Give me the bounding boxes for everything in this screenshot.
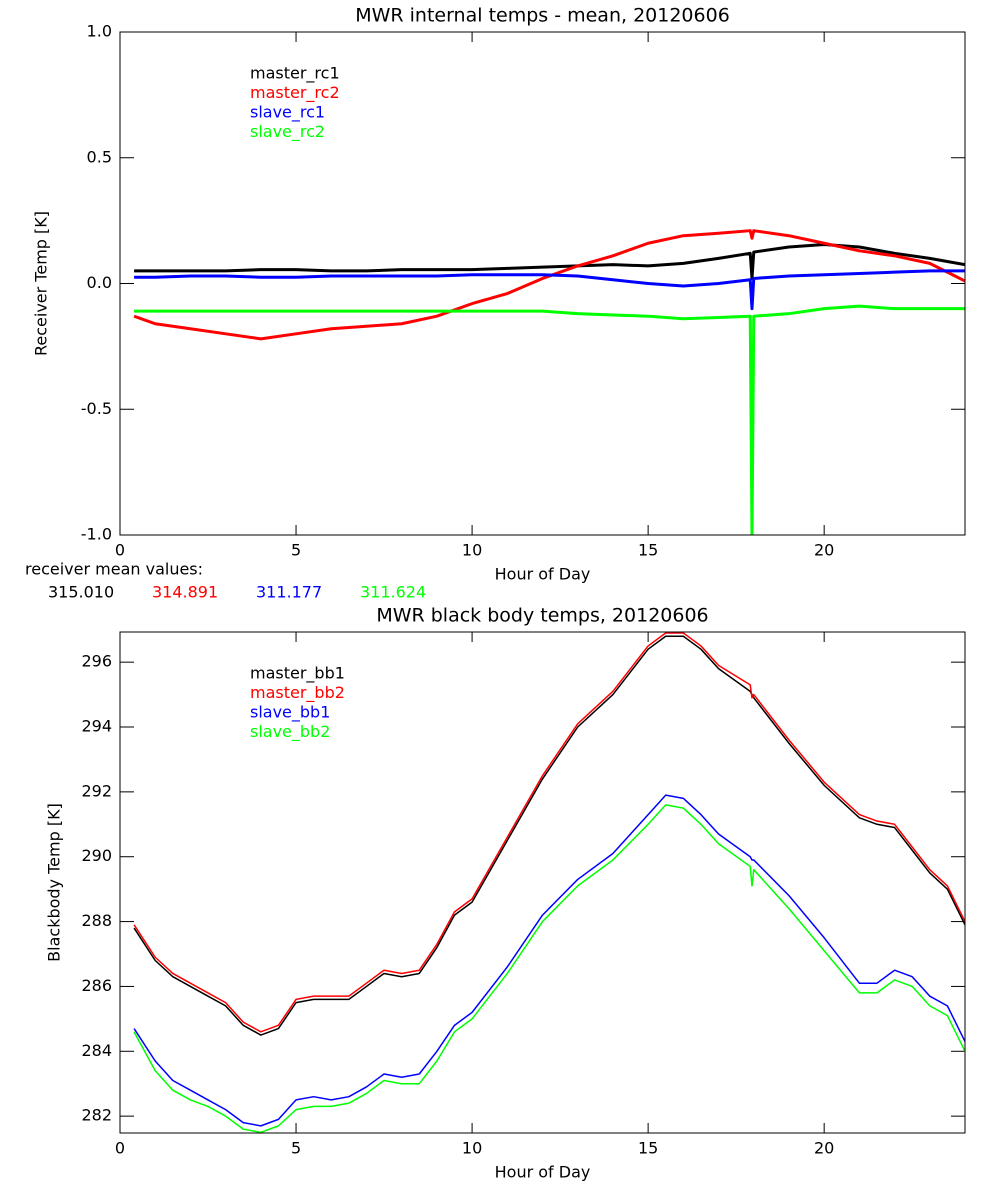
x-tick-label: 20 — [814, 1139, 834, 1158]
y-tick-label: 0.5 — [87, 147, 112, 166]
mean-value: 311.624 — [360, 583, 426, 602]
plot-lines — [133, 229, 965, 535]
legend-entry: master_rc2 — [250, 83, 340, 103]
y-tick-label: 288 — [81, 911, 112, 930]
legend-entry: master_bb1 — [250, 664, 345, 684]
x-axis-label: Hour of Day — [495, 1163, 591, 1182]
y-tick-label: 292 — [81, 781, 112, 800]
plot-lines — [133, 632, 965, 1133]
y-tick-label: 296 — [81, 652, 112, 671]
annotation: receiver mean values: — [25, 560, 203, 579]
y-axis-label: Blackbody Temp [K] — [45, 803, 64, 962]
plot-frame — [119, 31, 966, 536]
y-tick-label: 1.0 — [87, 22, 112, 41]
legend-entry: slave_rc2 — [250, 122, 325, 142]
legend-entry: slave_bb2 — [250, 722, 330, 742]
y-tick-label: 286 — [81, 976, 112, 995]
legend-entry: master_rc1 — [250, 64, 340, 84]
chart-title: MWR internal temps - mean, 20120606 — [355, 5, 730, 27]
legend-entry: slave_rc1 — [250, 103, 325, 123]
series-line — [134, 269, 965, 311]
chart-title: MWR black body temps, 20120606 — [376, 605, 708, 627]
y-tick-label: 294 — [81, 717, 112, 736]
x-axis-label: Hour of Day — [495, 565, 591, 584]
x-tick-label: 10 — [462, 541, 482, 560]
x-tick-label: 20 — [814, 541, 834, 560]
x-tick-label: 0 — [115, 541, 125, 560]
y-tick-label: 0.0 — [87, 273, 112, 292]
mean-value: 315.010 — [48, 583, 114, 602]
plot-frame — [119, 631, 966, 1134]
legend-entry: master_bb2 — [250, 683, 345, 703]
y-tick-label: -1.0 — [81, 525, 112, 544]
series-line — [133, 794, 965, 1127]
x-tick-label: 0 — [115, 1139, 125, 1158]
x-tick-label: 5 — [291, 1139, 301, 1158]
x-tick-label: 5 — [291, 541, 301, 560]
y-tick-label: 282 — [81, 1106, 112, 1125]
y-axis-label: Receiver Temp [K] — [32, 211, 51, 356]
mean-value: 314.891 — [152, 583, 218, 602]
series-line — [133, 635, 965, 1036]
series-line — [134, 304, 965, 535]
x-tick-label: 15 — [638, 541, 658, 560]
x-tick-label: 15 — [638, 1139, 658, 1158]
y-tick-label: 290 — [81, 846, 112, 865]
series-line — [133, 804, 965, 1133]
y-tick-label: 284 — [81, 1041, 112, 1060]
y-tick-label: -0.5 — [81, 399, 112, 418]
series-line — [133, 229, 965, 341]
series-line — [133, 632, 965, 1033]
legend-entry: slave_bb1 — [250, 703, 330, 723]
x-tick-label: 10 — [462, 1139, 482, 1158]
mean-value: 311.177 — [256, 583, 322, 602]
